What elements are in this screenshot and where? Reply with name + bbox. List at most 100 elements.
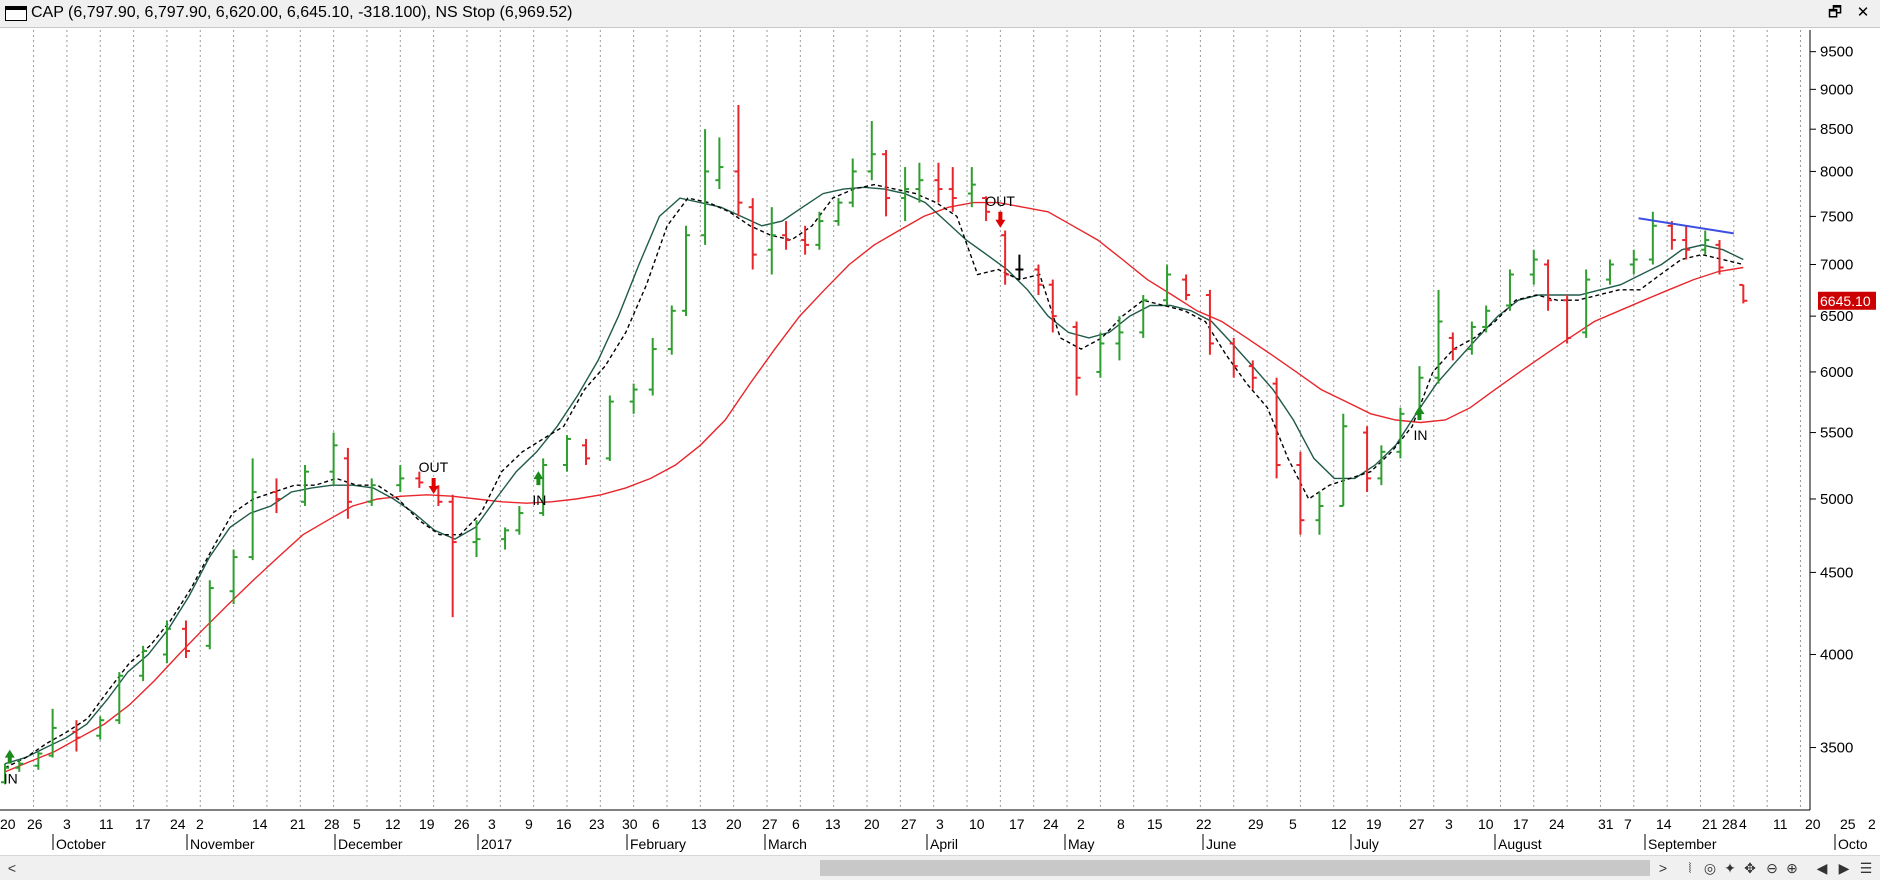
ohlc-bar	[1163, 264, 1172, 306]
ohlc-bar	[539, 458, 548, 516]
zoom-in-icon[interactable]: ⊕	[1786, 860, 1798, 876]
ohlc-bar	[229, 549, 238, 605]
ma-slow-line	[4, 201, 1744, 773]
price-chart[interactable]: 9500 9000 8500 8000 7500 7000 6500 6000 5500 5000…	[0, 28, 1880, 854]
ohlc-bar	[1434, 289, 1443, 384]
signals: IN OUT IN OUT IN	[4, 193, 1428, 787]
ohlc-bar	[472, 520, 481, 558]
month-label: April	[930, 836, 958, 852]
toolbar-icon-3[interactable]: ✦	[1724, 860, 1736, 876]
ohlc-bar	[205, 580, 214, 650]
price-tick-label: 9500	[1820, 44, 1853, 61]
ohlc-bar	[1667, 221, 1676, 250]
ohlc-bar	[1505, 269, 1514, 311]
ohlc-bar	[1605, 259, 1614, 285]
ohlc-bar	[48, 708, 57, 758]
ohlc-bar	[272, 478, 281, 514]
date-tick-label: 2	[1077, 816, 1085, 832]
prev-icon[interactable]: ◀	[1816, 860, 1828, 876]
date-tick-label: 13	[825, 816, 841, 832]
ma-slow-layer	[4, 201, 1744, 773]
ohlc-bar	[1248, 360, 1257, 390]
ohlc-bar	[139, 645, 148, 682]
zoom-out-icon[interactable]: ⊖	[1766, 860, 1778, 876]
signal-in-label: IN	[532, 492, 546, 508]
price-tick-label: 5000	[1820, 491, 1853, 508]
date-tick-label: 20	[1805, 816, 1821, 832]
price-axis: 9500 9000 8500 8000 7500 7000 6500 6000 5500 5000…	[0, 30, 1876, 811]
ohlc-bar	[1272, 377, 1281, 479]
toolbar-icon-2[interactable]: ◎	[1703, 860, 1717, 876]
date-tick-label: 24	[170, 816, 186, 832]
date-tick-label: 4	[1739, 816, 1747, 832]
grid	[33, 30, 1801, 810]
last-price-box	[1818, 291, 1876, 310]
next-icon[interactable]: ▶	[1838, 860, 1850, 876]
toolbar-icon-1[interactable]: ⦚	[1688, 860, 1692, 876]
date-tick-label: 14	[252, 816, 268, 832]
date-tick-label: 24	[1549, 816, 1565, 832]
ohlc-bar	[1229, 337, 1238, 378]
ohlc-bar	[115, 672, 124, 725]
ohlc-bar	[181, 620, 190, 658]
date-tick-label: 11	[1773, 816, 1788, 832]
price-tick-label: 4000	[1820, 646, 1853, 663]
date-tick-label: 12	[1331, 816, 1347, 832]
date-tick-label: 21	[290, 816, 306, 832]
ohlc-bar	[882, 149, 891, 217]
scroll-right-icon[interactable]: >	[1658, 860, 1668, 876]
month-label: February	[630, 836, 686, 852]
ohlc-bar	[629, 383, 638, 414]
date-tick-label: 29	[1248, 816, 1264, 832]
ohlc-bar	[1448, 332, 1457, 361]
signal-out-arrow	[995, 211, 1006, 228]
trendline-layer	[1638, 217, 1734, 235]
ohlc-bar	[367, 478, 376, 506]
month-label: March	[768, 836, 807, 852]
ohlc-bar	[1048, 279, 1057, 333]
date-tick-label: 16	[556, 816, 572, 832]
date-tick-label: 11	[99, 816, 114, 832]
date-tick-label: 28	[1722, 816, 1738, 832]
horizontal-scrollbar-thumb[interactable]	[820, 860, 1650, 876]
close-icon[interactable]: ✕	[1856, 4, 1870, 21]
ohlc-bar	[1115, 316, 1124, 361]
ohlc-bar	[648, 337, 657, 396]
date-tick-label: 5	[353, 816, 361, 832]
ohlc-bar	[1682, 225, 1691, 260]
signal-in-arrow	[4, 749, 15, 764]
ohlc-bar	[682, 225, 691, 317]
price-tick-label: 8000	[1820, 163, 1853, 180]
date-tick-label: 13	[691, 816, 707, 832]
date-tick-label: 26	[454, 816, 470, 832]
ohlc-bar	[782, 221, 791, 250]
month-label: July	[1354, 836, 1379, 852]
ohlc-bar	[801, 225, 810, 255]
date-tick-label: 12	[385, 816, 401, 832]
ohlc-bar	[1096, 332, 1105, 378]
window-icon[interactable]	[5, 6, 27, 21]
signal-in-label: IN	[4, 771, 18, 787]
month-label: December	[338, 836, 403, 852]
ma-fast-layer	[4, 183, 1744, 769]
price-tick-label: 7500	[1820, 208, 1853, 225]
menu-icon[interactable]: ☰	[1859, 860, 1873, 876]
ohlc-bar	[1034, 264, 1043, 296]
ohlc-bar	[1072, 321, 1081, 396]
price-tick-label: 3500	[1820, 740, 1853, 757]
ohlc-bar	[934, 162, 943, 203]
ohlc-bar	[1629, 249, 1638, 275]
restore-icon[interactable]: 🗗	[1827, 4, 1843, 21]
status-bar: < > ⦚ ◎ ✦ ✥ ⊖ ⊕ ◀ ▶ ☰	[0, 855, 1880, 880]
ohlc-bar	[734, 105, 743, 217]
ohlc-bar	[248, 458, 257, 561]
ohlc-bar	[1015, 254, 1024, 280]
ohlc-bar	[1339, 413, 1348, 507]
title-bar[interactable]: CAP (6,797.90, 6,797.90, 6,620.00, 6,645…	[0, 0, 1880, 28]
ohlc-bar	[767, 207, 776, 275]
scroll-left-icon[interactable]: <	[7, 860, 17, 876]
month-label: 2017	[481, 836, 512, 852]
ohlc-bar	[343, 447, 352, 519]
toolbar-icon-4[interactable]: ✥	[1744, 860, 1756, 876]
ohlc-bar	[396, 464, 405, 493]
